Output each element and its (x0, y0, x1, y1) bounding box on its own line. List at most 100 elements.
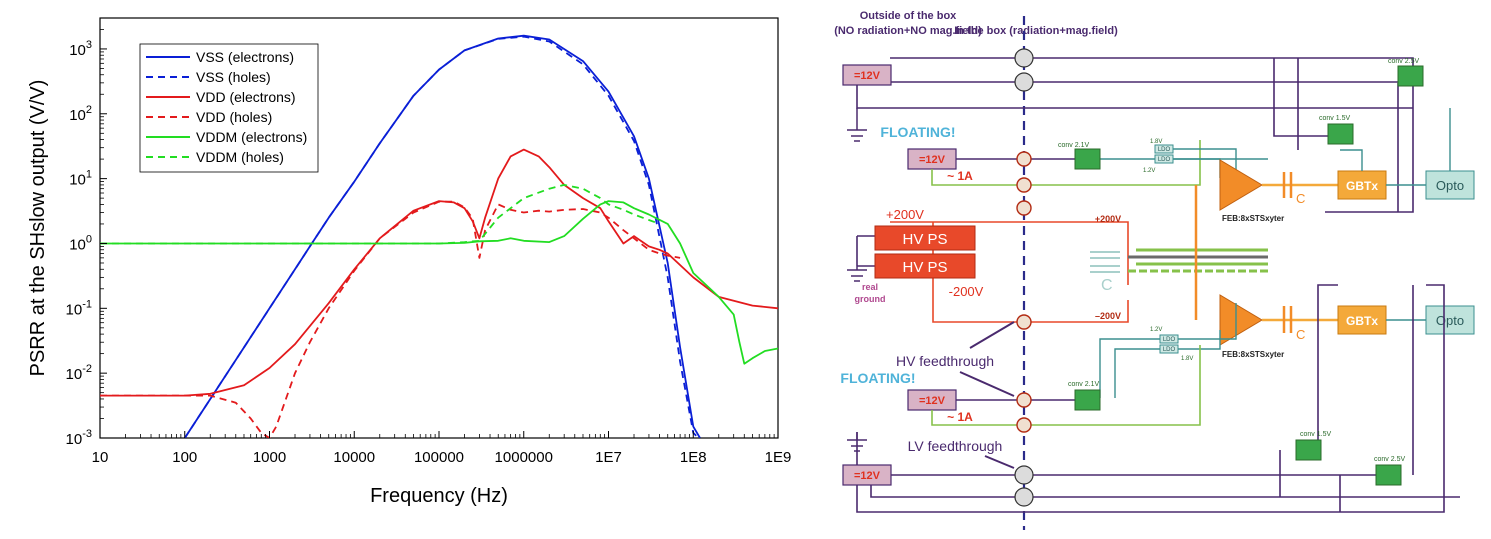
floating-12v-label-lower: =12V (919, 395, 946, 407)
legend-label: VDD (holes) (196, 109, 272, 125)
legend-label: VDDM (holes) (196, 149, 284, 165)
x-tick-label: 1000000 (495, 449, 553, 466)
y-tick-label: 101 (69, 169, 92, 189)
bias-capacitor (1090, 251, 1120, 273)
legend-label: VSS (electrons) (196, 49, 294, 65)
opto-lower-label: Opto (1436, 313, 1464, 328)
feedthrough-hv-minus (1016, 314, 1032, 330)
current-label-lower: ~ 1A (947, 410, 973, 424)
hv-ps-upper (874, 225, 976, 251)
minus200-inner-label: –200V (1095, 311, 1121, 321)
legend-label: VDDM (electrons) (196, 129, 307, 145)
ldo-lower-label-1: LDO (1163, 337, 1176, 343)
hv-feedthrough-arrow (969, 321, 1015, 349)
x-tick-label: 1000 (253, 449, 286, 466)
top-12v-label: =12V (854, 70, 881, 82)
conv-2v1-lower-label: conv 2.1V (1068, 381, 1099, 388)
series-layer (100, 34, 778, 438)
plus200-label: +200V (886, 207, 924, 222)
ground-icon-hv (847, 266, 867, 282)
minus200-label: -200V (949, 284, 984, 299)
v18-upper-label: 1.8V (1150, 139, 1162, 145)
x-tick-label: 100000 (414, 449, 464, 466)
ground-icon-top (847, 108, 867, 142)
gbtx-lower (1337, 305, 1387, 335)
opto-upper-wiring (1340, 108, 1451, 171)
y-tick-label: 103 (69, 39, 92, 59)
ground-icon-bottom (847, 432, 867, 452)
y-tick-label: 100 (69, 233, 92, 253)
series-line-2 (100, 148, 778, 397)
v12-upper-label: 1.2V (1143, 168, 1155, 174)
lv-feedthrough-arrow (984, 455, 1015, 469)
sensor-stack (1128, 248, 1268, 273)
conv-2v5-top (1397, 65, 1424, 87)
feedthrough-lv-top-1 (1014, 48, 1034, 68)
x-tick-label: 1E7 (595, 449, 622, 466)
top-12v-source (842, 64, 892, 86)
y-tick-label: 10-1 (66, 298, 92, 318)
feedthrough-lv-bottom-1 (1014, 465, 1034, 485)
feedthrough-floating-lower-2 (1016, 417, 1032, 433)
legend-box (139, 43, 319, 173)
y-tick-label: 10-2 (66, 363, 92, 383)
outside-header: Outside of the box (860, 10, 957, 22)
feedthrough-floating-lower (1016, 392, 1032, 408)
series-line-5 (100, 184, 660, 245)
feedthrough-floating-upper-2 (1016, 177, 1032, 193)
feb-upper-label: FEB:8xSTSxyter (1222, 214, 1284, 223)
lv-feedthrough-label: LV feedthrough (908, 438, 1003, 454)
x-tick-label: 100 (172, 449, 197, 466)
conv-2v1-upper-label: conv 2.1V (1058, 142, 1089, 149)
real-ground-label-2: ground (855, 294, 886, 304)
y-tick-layer: 10-3 10-2 10-1 100 101 102 103 (66, 17, 107, 448)
bottom-12v-label: =12V (854, 470, 881, 482)
capacitor-lower-label: C (1296, 327, 1305, 342)
feb-amplifier-upper (1219, 159, 1263, 211)
conv-2v5-top-label: conv 2.5V (1388, 58, 1419, 65)
conv-2v1-upper (1074, 148, 1101, 170)
hv-feedthrough-arrow-2 (959, 371, 1015, 397)
legend-label: VSS (holes) (196, 69, 271, 85)
chart-legend: VSS (electrons) VSS (holes) VDD (electrons… (139, 43, 319, 173)
hv-feedthrough-label: HV feedthrough (896, 353, 994, 369)
y-tick-label: 102 (69, 104, 92, 124)
floating-label-lower: FLOATING! (840, 370, 915, 386)
outside-subheader: (NO radiation+NO mag.field) (834, 25, 982, 37)
y-axis-label: PSRR at the SHslow output (V/V) (27, 80, 49, 377)
hv-ps-lower-label: HV PS (902, 259, 947, 276)
real-ground-label-1: real (862, 282, 878, 292)
v12-lower-label: 1.2V (1150, 327, 1162, 333)
capacitor-lower (1282, 306, 1293, 333)
hv-ps-lower (874, 253, 976, 279)
v18-lower-label: 1.8V (1181, 356, 1193, 362)
feb-lower-label: FEB:8xSTSxyter (1222, 350, 1284, 359)
capacitor-upper-label: C (1296, 191, 1305, 206)
conv-2v5-bottom (1375, 464, 1402, 486)
current-label-upper: ~ 1A (947, 169, 973, 183)
x-tick-label: 1E9 (765, 449, 792, 466)
conv-1v5-top (1327, 123, 1354, 145)
conv-1v5-bottom (1295, 439, 1322, 461)
feedthrough-connectors (1014, 48, 1034, 507)
feb-upper-wiring (1173, 130, 1341, 178)
x-tick-label: 10000 (333, 449, 375, 466)
inside-header: In the box (radiation+mag.field) (954, 25, 1118, 37)
conv-1v5-bottom-label: conv 1.5V (1300, 431, 1331, 438)
x-tick-label: 10 (92, 449, 109, 466)
hv-ps-upper-label: HV PS (902, 231, 947, 248)
ldo-upper-label-2: LDO (1158, 157, 1171, 163)
bias-capacitor-label: C (1101, 277, 1113, 294)
legend-label: VDD (electrons) (196, 89, 296, 105)
x-axis-label: Frequency (Hz) (370, 485, 508, 507)
bottom-12v-source (842, 464, 892, 486)
lower-lv-wiring (931, 345, 1201, 426)
psrr-chart: 10 100 1000 10000 100000 1000000 1E7 1E8 1E9 10-… (27, 17, 792, 507)
feedthrough-floating-upper (1016, 151, 1032, 167)
feb-lower-wiring (1099, 303, 1237, 398)
opto-upper-label: Opto (1436, 178, 1464, 193)
series-line-3 (100, 200, 681, 438)
conv-2v5-bottom-label: conv 2.5V (1374, 456, 1405, 463)
x-tick-layer: 10 100 1000 10000 100000 1000000 1E7 1E8 1E9 (92, 431, 792, 466)
